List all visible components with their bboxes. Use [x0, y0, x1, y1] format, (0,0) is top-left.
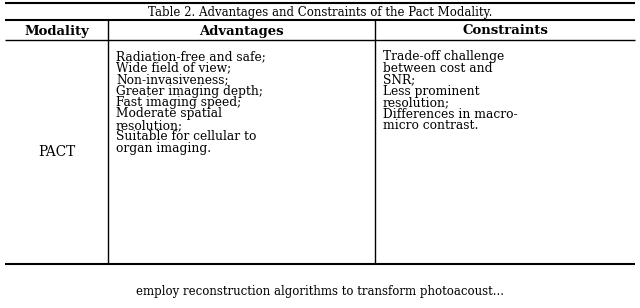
Text: Fast imaging speed;: Fast imaging speed; [116, 96, 241, 109]
Text: resolution;: resolution; [383, 96, 450, 109]
Text: Advantages: Advantages [199, 25, 284, 38]
Text: micro contrast.: micro contrast. [383, 119, 478, 132]
Text: Moderate spatial: Moderate spatial [116, 107, 222, 120]
Text: SNR;: SNR; [383, 73, 415, 86]
Text: Trade-off challenge: Trade-off challenge [383, 50, 504, 63]
Text: Non-invasiveness;: Non-invasiveness; [116, 73, 228, 86]
Text: resolution;: resolution; [116, 119, 183, 132]
Text: Suitable for cellular to: Suitable for cellular to [116, 131, 257, 144]
Text: employ reconstruction algorithms to transform photoacoust...: employ reconstruction algorithms to tran… [136, 285, 504, 298]
Text: Differences in macro-: Differences in macro- [383, 107, 518, 120]
Text: Table 2. Advantages and Constraints of the Pact Modality.: Table 2. Advantages and Constraints of t… [148, 6, 492, 19]
Text: between cost and: between cost and [383, 62, 493, 75]
Text: PACT: PACT [38, 145, 75, 159]
Text: Constraints: Constraints [462, 25, 548, 38]
Text: Radiation-free and safe;: Radiation-free and safe; [116, 50, 266, 63]
Text: Modality: Modality [24, 25, 89, 38]
Text: Wide field of view;: Wide field of view; [116, 62, 231, 75]
Text: organ imaging.: organ imaging. [116, 142, 211, 155]
Text: Less prominent: Less prominent [383, 84, 479, 98]
Text: Greater imaging depth;: Greater imaging depth; [116, 84, 263, 98]
